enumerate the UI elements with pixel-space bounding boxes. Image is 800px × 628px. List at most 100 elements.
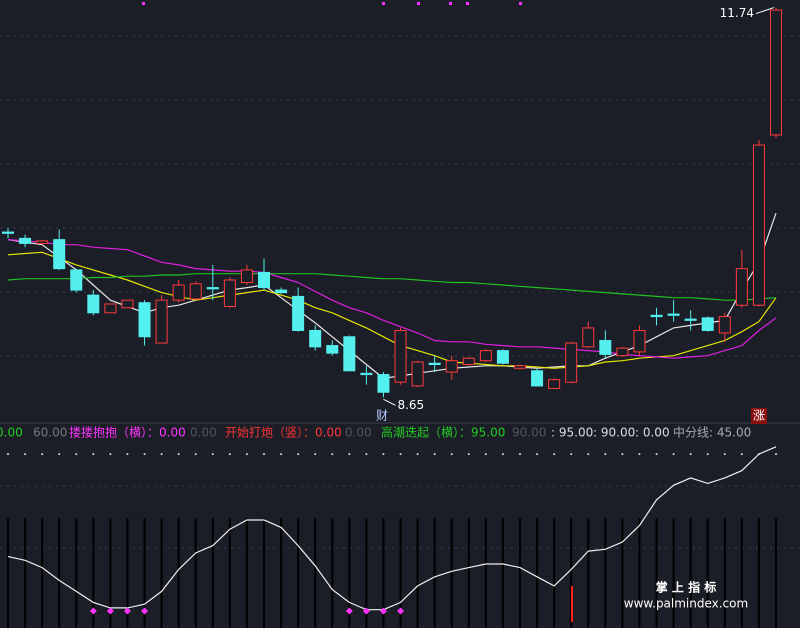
header-item: 0.00 xyxy=(345,426,372,440)
signal-diamond xyxy=(123,607,131,615)
candle-body xyxy=(684,318,697,321)
level-dot xyxy=(519,453,521,456)
candle-body xyxy=(292,295,305,331)
header-item: 60.00 xyxy=(33,426,67,440)
candle-body xyxy=(462,357,475,366)
level-dot xyxy=(245,453,248,456)
header-item: : 90.00 xyxy=(593,426,635,440)
level-dot xyxy=(348,453,351,456)
candle-body xyxy=(155,299,168,344)
signal-diamond xyxy=(106,607,114,615)
candle-body xyxy=(104,303,117,314)
marker xyxy=(519,2,522,5)
candle-body xyxy=(343,336,356,372)
level-dot xyxy=(211,453,214,456)
candle-body xyxy=(172,284,185,301)
candle-body xyxy=(360,372,373,376)
annotation: 财 xyxy=(376,409,388,423)
header-item: 中分线: 45.00 xyxy=(673,425,751,440)
signal-diamond xyxy=(141,607,149,615)
level-dot xyxy=(92,453,95,456)
indicator-header: 0.0060.00搂搂抱抱（横）：0.000.00开始打炮（竖）：0.000.0… xyxy=(0,425,751,440)
header-item: 开始打炮（竖）：0.00 xyxy=(225,426,342,440)
level-dot xyxy=(126,453,129,456)
level-dot xyxy=(314,453,317,456)
level-dot xyxy=(365,453,368,456)
candle-body xyxy=(2,231,14,234)
badge xyxy=(751,408,767,424)
level-dot xyxy=(501,453,504,456)
moving-average-line xyxy=(7,251,777,369)
candle-body xyxy=(206,287,219,290)
candle-body xyxy=(70,269,83,291)
level-dot xyxy=(723,453,726,456)
header-item: 90.00 xyxy=(512,426,546,440)
candle-body xyxy=(514,365,526,369)
level-dot xyxy=(228,453,231,456)
level-dot xyxy=(75,453,78,456)
level-dot xyxy=(331,453,334,456)
candle-body xyxy=(565,342,578,383)
level-dot xyxy=(194,453,197,456)
candle-body xyxy=(770,9,782,136)
level-dot xyxy=(450,453,453,456)
candle-body xyxy=(19,237,32,244)
marker xyxy=(466,2,469,5)
candle-body xyxy=(138,302,151,338)
candle-body xyxy=(479,350,492,362)
price-panel: 11.74 8.65 xyxy=(2,6,782,412)
candle-body xyxy=(667,313,680,316)
level-dot xyxy=(621,453,624,456)
candle-body xyxy=(87,294,100,314)
level-dot xyxy=(109,453,112,456)
level-dot xyxy=(263,453,265,456)
candle-body xyxy=(223,279,236,307)
watermark-title: 掌 上 指 标 xyxy=(656,580,717,595)
candle-body xyxy=(36,240,49,244)
candle-body xyxy=(496,350,509,364)
level-dot xyxy=(484,453,487,456)
level-dot xyxy=(58,453,61,456)
candle-body xyxy=(377,374,390,393)
level-dot xyxy=(672,453,675,456)
header-item: : 95.00 xyxy=(551,426,593,440)
level-dot xyxy=(467,453,470,456)
level-dot xyxy=(416,453,419,456)
candle-body xyxy=(650,314,663,318)
candle-body xyxy=(616,347,629,357)
candle-body xyxy=(326,345,339,354)
signal-diamond xyxy=(397,607,405,615)
level-dot xyxy=(570,453,573,456)
signal-diamond xyxy=(89,607,97,615)
candle-body xyxy=(718,316,731,334)
candle-body xyxy=(531,370,544,387)
candle-body xyxy=(411,361,424,387)
candle-body xyxy=(258,271,270,289)
moving-average-line xyxy=(7,239,777,359)
header-item: 0.00 xyxy=(0,426,23,440)
level-dot xyxy=(41,453,44,456)
level-dot xyxy=(587,453,590,456)
signal-diamond xyxy=(362,607,370,615)
marker xyxy=(142,2,145,5)
annotation: 涨 xyxy=(753,408,765,423)
candle-body xyxy=(445,360,458,373)
level-dot xyxy=(553,453,556,456)
level-dot xyxy=(536,453,539,456)
candle-body xyxy=(189,283,202,300)
candle-body xyxy=(309,329,322,348)
low-label: 8.65 xyxy=(397,398,424,412)
header-item: : 0.00 xyxy=(635,426,670,440)
candle-body xyxy=(394,329,407,383)
candle-body xyxy=(633,329,646,353)
level-dot xyxy=(177,453,180,456)
candle-body xyxy=(548,379,561,389)
level-dot xyxy=(143,453,146,456)
candle-body xyxy=(752,144,765,306)
marker xyxy=(382,2,385,5)
level-dot xyxy=(604,453,607,456)
marker xyxy=(417,2,420,5)
candle-body xyxy=(599,340,612,355)
low-arrow xyxy=(383,398,396,406)
